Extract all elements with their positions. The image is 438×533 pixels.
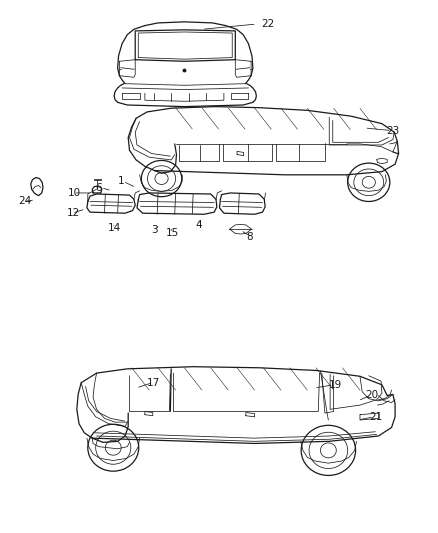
Text: 12: 12: [67, 208, 80, 218]
Text: 15: 15: [166, 229, 179, 238]
Text: 3: 3: [151, 225, 158, 235]
Text: 22: 22: [261, 19, 274, 29]
Text: 14: 14: [107, 223, 120, 233]
Text: 24: 24: [18, 197, 32, 206]
Text: 8: 8: [246, 232, 253, 242]
Text: 10: 10: [68, 188, 81, 198]
Text: 4: 4: [195, 220, 201, 230]
Text: 23: 23: [385, 126, 399, 135]
Text: 6: 6: [95, 183, 102, 192]
Text: 17: 17: [147, 378, 160, 387]
Text: 19: 19: [328, 380, 341, 390]
Text: 20: 20: [364, 391, 378, 400]
Text: 21: 21: [368, 412, 381, 422]
Text: 1: 1: [117, 176, 124, 186]
